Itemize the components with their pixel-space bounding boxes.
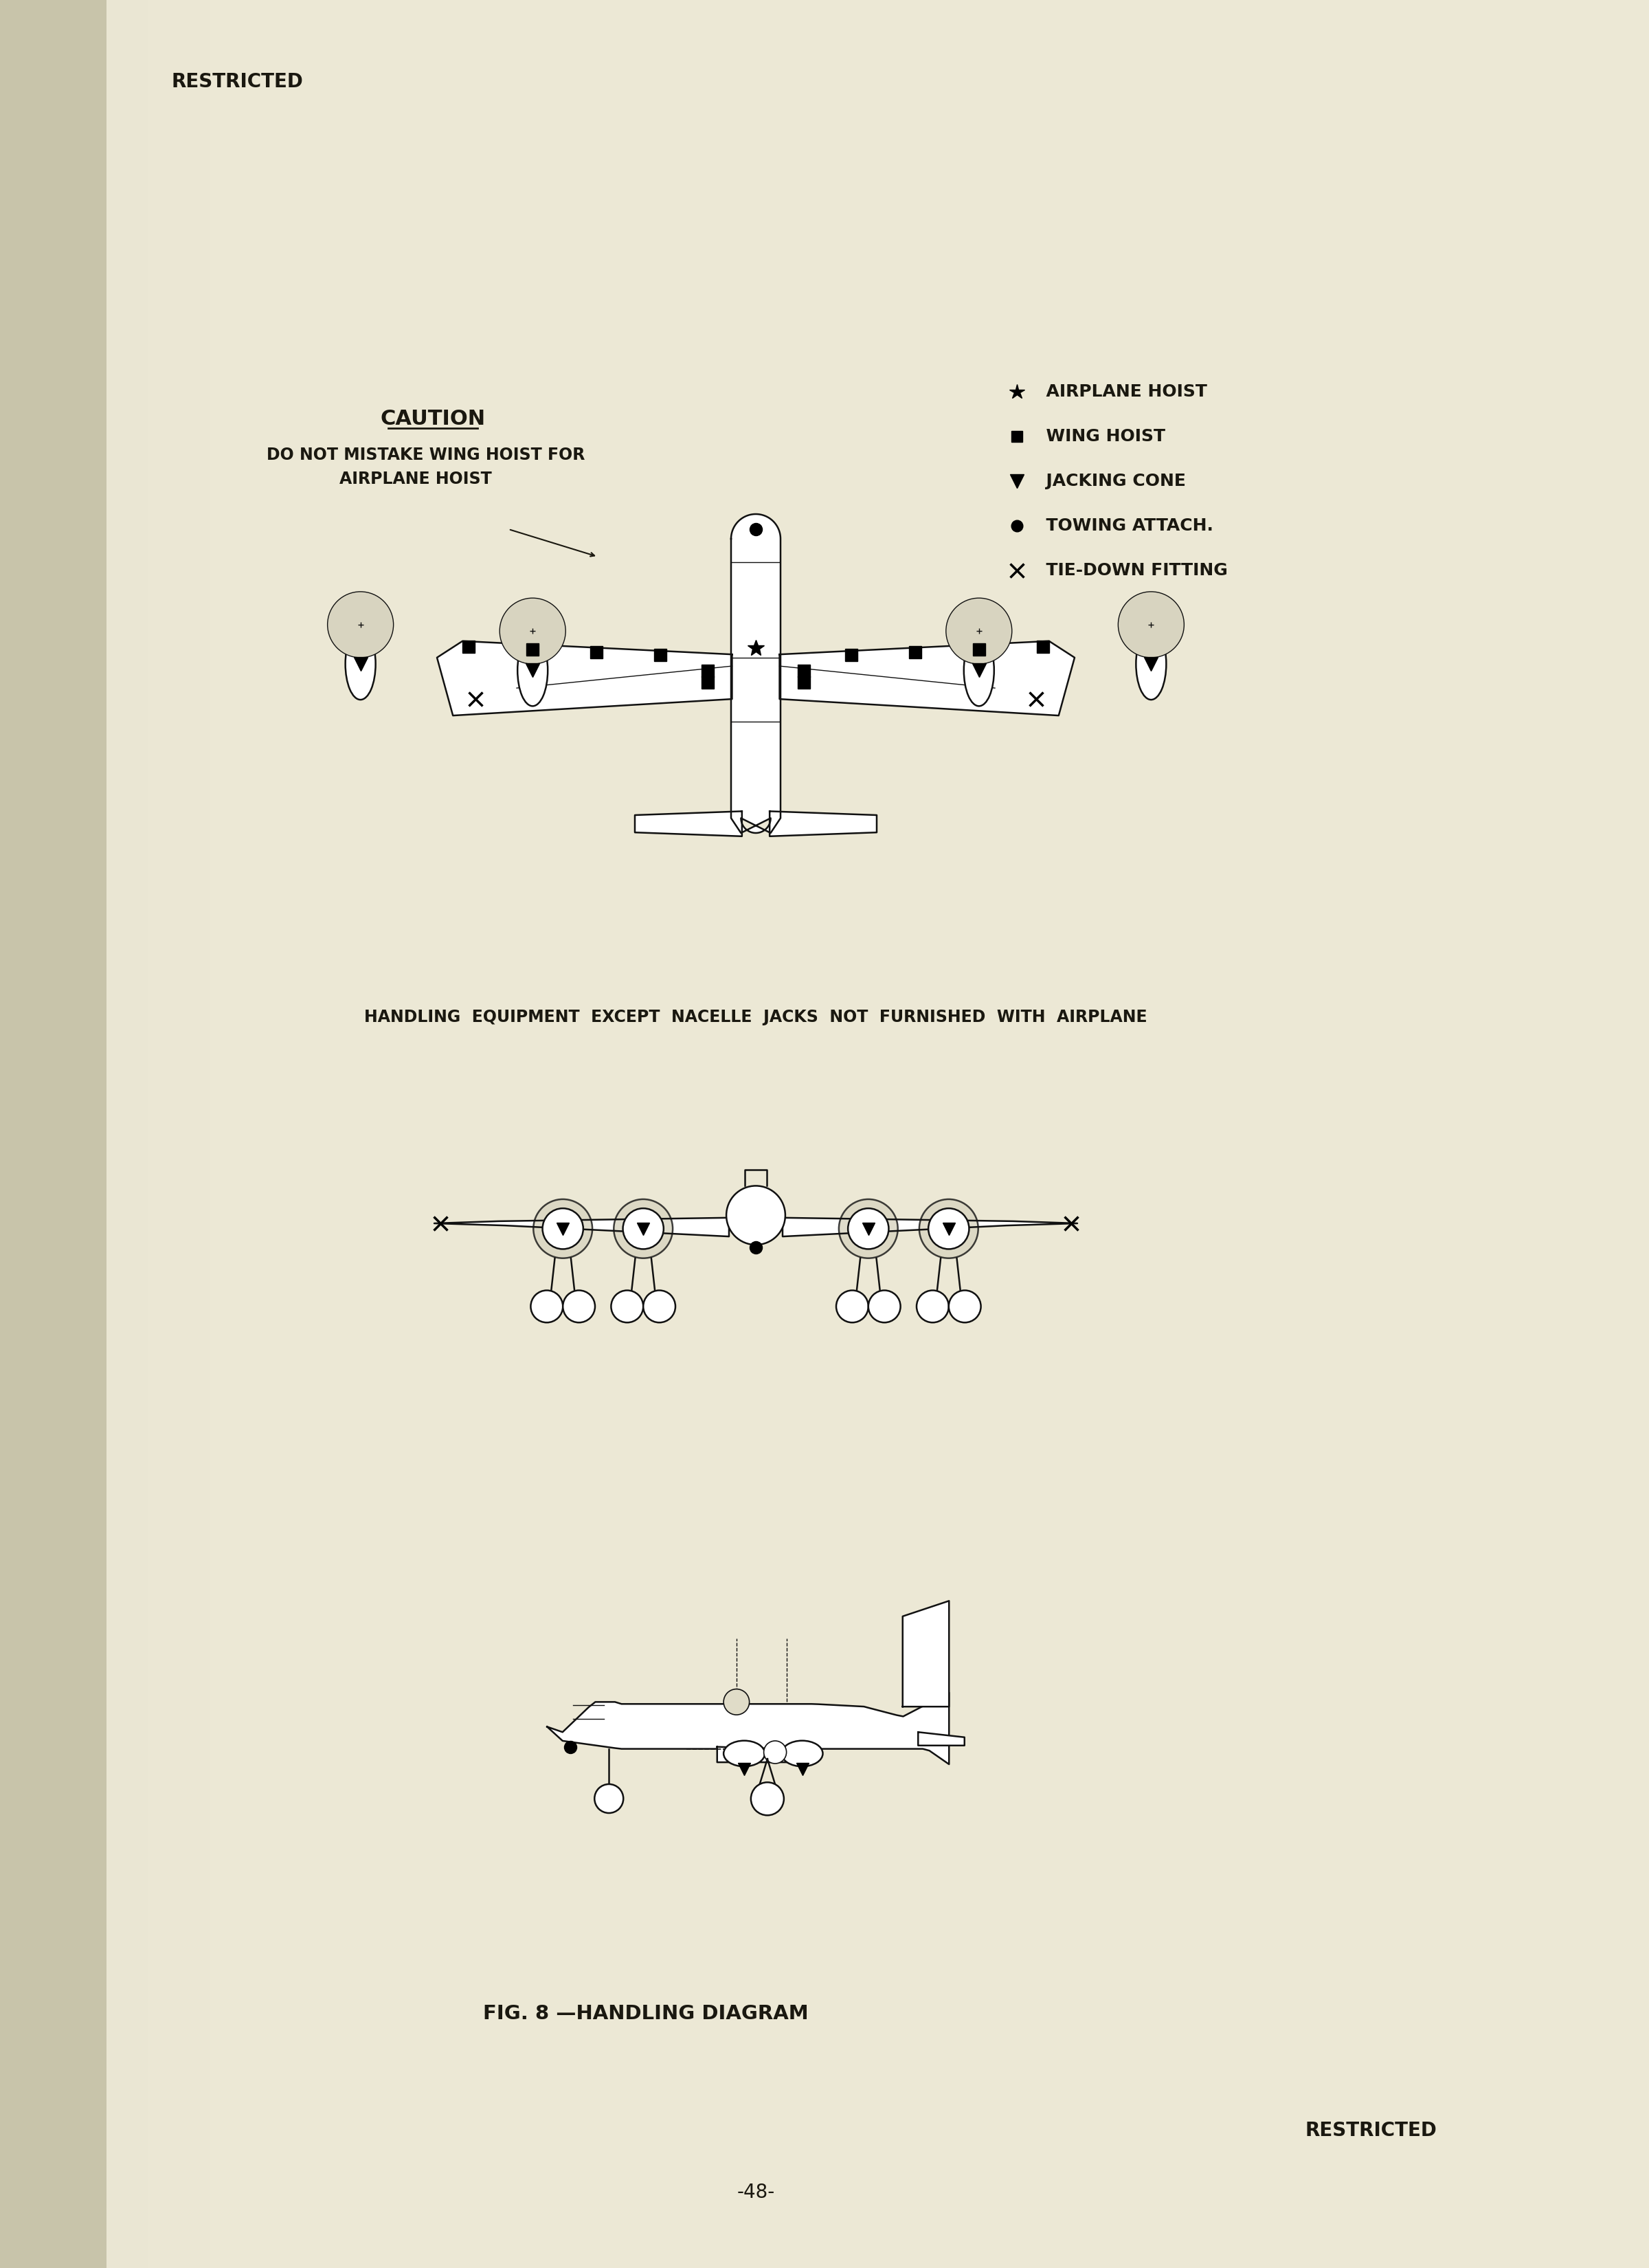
- Ellipse shape: [782, 1740, 823, 1767]
- Text: FIG. 8 —HANDLING DIAGRAM: FIG. 8 —HANDLING DIAGRAM: [483, 2005, 808, 2023]
- Circle shape: [643, 1290, 676, 1322]
- Text: TOWING ATTACH.: TOWING ATTACH.: [1034, 517, 1214, 533]
- Circle shape: [947, 599, 1012, 665]
- Bar: [168, 0, 190, 2268]
- Ellipse shape: [518, 635, 547, 705]
- Bar: [0, 0, 107, 2268]
- Circle shape: [839, 1200, 897, 1259]
- Text: HANDLING  EQUIPMENT  EXCEPT  NACELLE  JACKS  NOT  FURNISHED  WITH  AIRPLANE: HANDLING EQUIPMENT EXCEPT NACELLE JACKS …: [364, 1009, 1148, 1025]
- Circle shape: [724, 1690, 749, 1715]
- Text: WING HOIST: WING HOIST: [1034, 429, 1166, 445]
- Polygon shape: [717, 1746, 813, 1762]
- Circle shape: [1118, 592, 1184, 658]
- Circle shape: [612, 1290, 643, 1322]
- Polygon shape: [731, 515, 780, 832]
- Text: RESTRICTED: RESTRICTED: [171, 73, 303, 91]
- Ellipse shape: [963, 635, 994, 705]
- Circle shape: [848, 1209, 889, 1250]
- Bar: [127, 0, 148, 2268]
- Polygon shape: [783, 1218, 1077, 1236]
- Ellipse shape: [724, 1740, 765, 1767]
- Bar: [190, 0, 209, 2268]
- Polygon shape: [434, 1218, 729, 1236]
- Circle shape: [763, 1742, 787, 1765]
- Text: RESTRICTED: RESTRICTED: [1306, 2121, 1438, 2141]
- Text: AIRPLANE HOIST: AIRPLANE HOIST: [1034, 383, 1207, 399]
- Circle shape: [500, 599, 566, 665]
- Circle shape: [595, 1785, 623, 1812]
- Circle shape: [869, 1290, 900, 1322]
- Text: DO NOT MISTAKE WING HOIST FOR: DO NOT MISTAKE WING HOIST FOR: [267, 447, 585, 463]
- Text: TIE-DOWN FITTING: TIE-DOWN FITTING: [1034, 562, 1229, 578]
- Bar: [148, 0, 168, 2268]
- Circle shape: [533, 1200, 592, 1259]
- Text: JACKING CONE: JACKING CONE: [1034, 472, 1186, 490]
- Circle shape: [726, 1186, 785, 1245]
- Circle shape: [918, 1200, 978, 1259]
- Polygon shape: [635, 812, 742, 837]
- Circle shape: [948, 1290, 981, 1322]
- Polygon shape: [902, 1601, 950, 1706]
- Circle shape: [543, 1209, 584, 1250]
- Ellipse shape: [1136, 628, 1166, 701]
- Circle shape: [531, 1290, 562, 1322]
- Bar: [107, 0, 127, 2268]
- Text: CAUTION: CAUTION: [381, 408, 485, 429]
- Polygon shape: [918, 1733, 965, 1746]
- Text: -48-: -48-: [737, 2182, 775, 2202]
- Circle shape: [836, 1290, 869, 1322]
- Circle shape: [928, 1209, 970, 1250]
- Circle shape: [917, 1290, 948, 1322]
- Polygon shape: [780, 642, 1075, 714]
- Circle shape: [750, 1783, 783, 1814]
- Text: AIRPLANE HOIST: AIRPLANE HOIST: [340, 472, 491, 488]
- Polygon shape: [437, 642, 732, 714]
- Circle shape: [328, 592, 394, 658]
- Circle shape: [623, 1209, 663, 1250]
- Polygon shape: [770, 812, 877, 837]
- Polygon shape: [547, 1692, 950, 1765]
- Circle shape: [562, 1290, 595, 1322]
- Ellipse shape: [345, 628, 376, 701]
- Circle shape: [613, 1200, 673, 1259]
